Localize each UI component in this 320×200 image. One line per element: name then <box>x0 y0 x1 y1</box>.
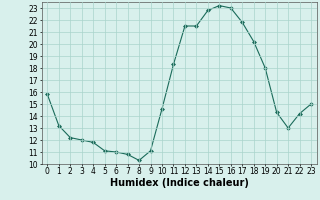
X-axis label: Humidex (Indice chaleur): Humidex (Indice chaleur) <box>110 178 249 188</box>
